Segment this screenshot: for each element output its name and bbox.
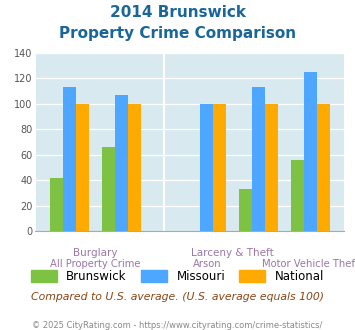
- Text: Motor Vehicle Theft: Motor Vehicle Theft: [262, 259, 355, 269]
- Text: Larceny & Theft: Larceny & Theft: [191, 248, 274, 257]
- Bar: [265, 104, 278, 231]
- Bar: [127, 104, 141, 231]
- Bar: [317, 104, 330, 231]
- Text: Property Crime Comparison: Property Crime Comparison: [59, 26, 296, 41]
- Bar: [76, 104, 88, 231]
- Legend: Brunswick, Missouri, National: Brunswick, Missouri, National: [26, 265, 329, 287]
- Bar: [115, 95, 127, 231]
- Text: Arson: Arson: [192, 259, 221, 269]
- Bar: [304, 72, 317, 231]
- Bar: [291, 160, 304, 231]
- Text: All Property Crime: All Property Crime: [50, 259, 140, 269]
- Bar: [50, 178, 62, 231]
- Text: Burglary: Burglary: [73, 248, 117, 257]
- Text: Compared to U.S. average. (U.S. average equals 100): Compared to U.S. average. (U.S. average …: [31, 292, 324, 302]
- Bar: [62, 87, 76, 231]
- Text: © 2025 CityRating.com - https://www.cityrating.com/crime-statistics/: © 2025 CityRating.com - https://www.city…: [32, 321, 323, 330]
- Bar: [200, 104, 213, 231]
- Bar: [252, 87, 265, 231]
- Text: 2014 Brunswick: 2014 Brunswick: [109, 5, 246, 20]
- Bar: [239, 189, 252, 231]
- Bar: [213, 104, 226, 231]
- Bar: [102, 147, 115, 231]
